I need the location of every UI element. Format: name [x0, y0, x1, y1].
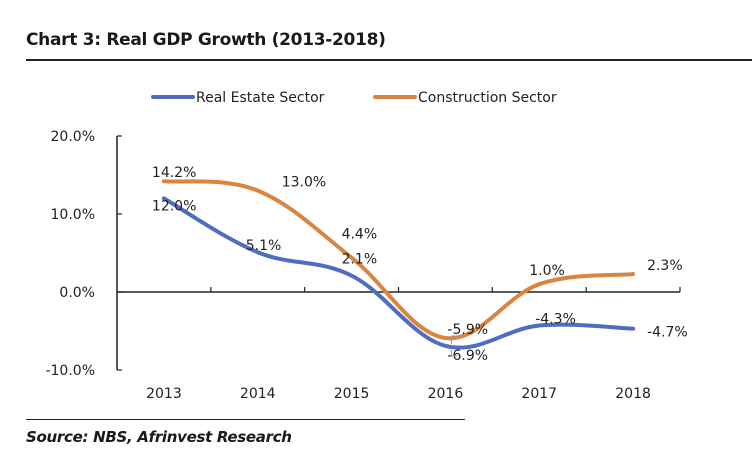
leader-line — [450, 349, 458, 357]
real-estate-sector-data-label: 5.1% — [246, 238, 282, 254]
real-estate-sector-data-label: -6.9% — [447, 348, 488, 364]
construction-sector-line — [161, 179, 636, 341]
construction-sector-data-label: 4.4% — [342, 227, 378, 243]
real-estate-sector-data-label: 2.1% — [342, 252, 378, 268]
construction-sector-legend-label: Construction Sector — [418, 90, 557, 106]
construction-sector-data-label: 13.0% — [282, 175, 326, 191]
construction-sector-data-label: 14.2% — [152, 165, 196, 181]
y-tick-label: 20.0% — [51, 129, 95, 145]
y-tick-label: 0.0% — [59, 285, 95, 301]
title-divider — [26, 59, 752, 61]
real-estate-sector-data-label: 12.0% — [152, 198, 196, 214]
source-note: Source: NBS, Afrinvest Research — [26, 428, 292, 446]
x-tick-label: 2016 — [428, 386, 464, 402]
x-tick-label: 2015 — [334, 386, 370, 402]
real-estate-sector-data-label: -4.7% — [647, 325, 688, 341]
footer-divider — [26, 419, 465, 420]
real-estate-sector-legend-label: Real Estate Sector — [196, 90, 325, 106]
chart-title: Chart 3: Real GDP Growth (2013-2018) — [26, 30, 386, 50]
real-estate-sector-data-label: -4.3% — [535, 312, 576, 328]
real-estate-sector-line — [161, 196, 636, 350]
x-tick-label: 2017 — [521, 386, 557, 402]
construction-sector-data-label: 2.3% — [647, 258, 683, 274]
x-tick-label: 2014 — [240, 386, 276, 402]
y-tick-label: 10.0% — [51, 207, 95, 223]
y-tick-label: -10.0% — [45, 363, 95, 379]
construction-sector-data-label: -5.9% — [447, 322, 488, 338]
x-tick-label: 2018 — [615, 386, 651, 402]
x-tick-label: 2013 — [146, 386, 182, 402]
leader-line — [450, 335, 458, 345]
construction-sector-data-label: 1.0% — [529, 263, 565, 279]
